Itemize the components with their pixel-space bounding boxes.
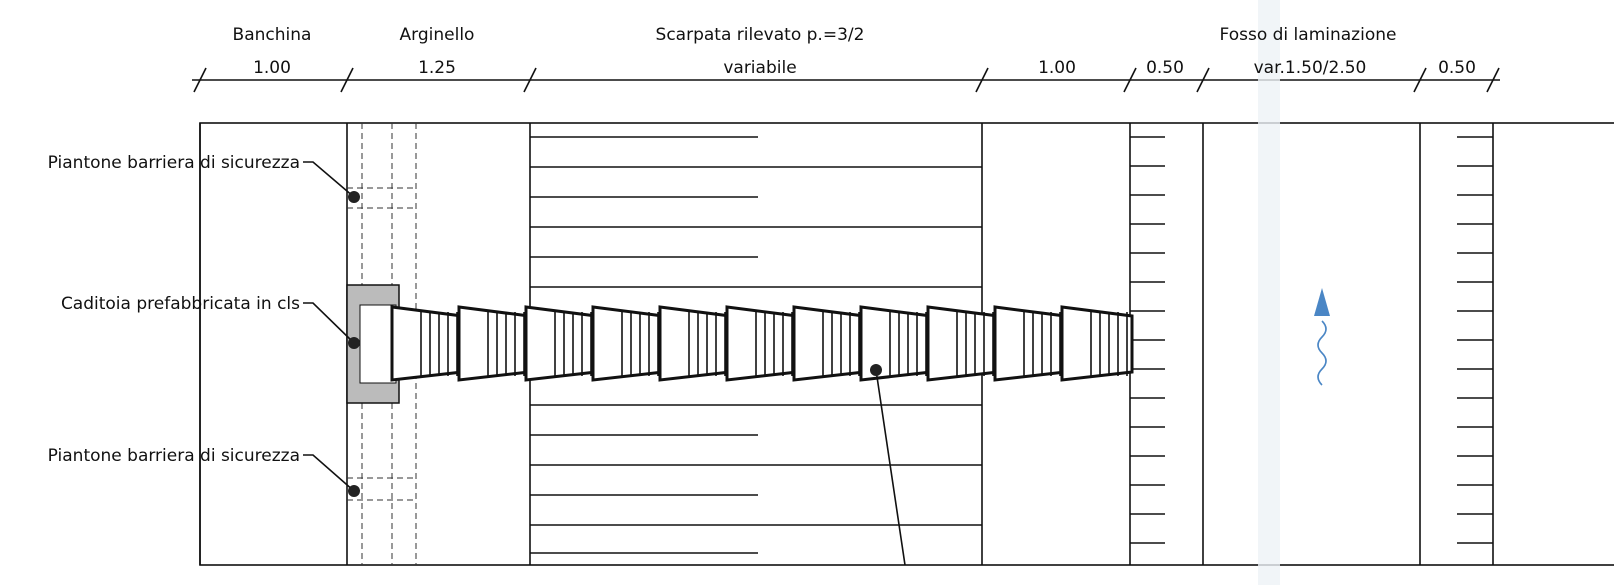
pipe-segment xyxy=(928,307,998,380)
callout-label: Caditoia prefabbricata in cls xyxy=(61,294,300,314)
pipe-segment xyxy=(526,307,596,380)
dimension-label: 1.25 xyxy=(418,58,456,78)
zone-header: Arginello xyxy=(400,25,475,45)
callout-label: Piantone barriera di sicurezza xyxy=(48,446,300,466)
pipe-segment xyxy=(1062,307,1132,380)
zone-header: Banchina xyxy=(233,25,312,45)
dimension-label: variabile xyxy=(723,58,796,78)
leader-dot xyxy=(348,337,360,349)
callout-label: Piantone barriera di sicurezza xyxy=(48,153,300,173)
pipe-segment xyxy=(995,307,1065,380)
zone-header: Scarpata rilevato p.=3/2 xyxy=(656,25,865,45)
dimension-label: 0.50 xyxy=(1146,58,1184,78)
paper-fold xyxy=(1258,0,1280,585)
pipe-segment xyxy=(392,307,462,380)
flow-arrow xyxy=(1314,288,1330,385)
pipe-segment xyxy=(727,307,797,380)
pipe-segment xyxy=(593,307,663,380)
page: Banchina Arginello Scarpata rilevato p.=3/… xyxy=(0,0,1614,585)
zone-header: Fosso di laminazione xyxy=(1220,25,1397,45)
drawing: Banchina Arginello Scarpata rilevato p.=3/… xyxy=(0,0,1614,585)
leader xyxy=(876,370,905,565)
leader-dot xyxy=(348,485,360,497)
pipe-segment xyxy=(459,307,529,380)
dimension-label: var.1.50/2.50 xyxy=(1254,58,1367,78)
dimension-label: 0.50 xyxy=(1438,58,1476,78)
leader-dot xyxy=(870,364,882,376)
leader-dot xyxy=(348,191,360,203)
pipe-segment xyxy=(794,307,864,380)
pipe-segment xyxy=(660,307,730,380)
dimension-label: 1.00 xyxy=(253,58,291,78)
dimension-label: 1.00 xyxy=(1038,58,1076,78)
